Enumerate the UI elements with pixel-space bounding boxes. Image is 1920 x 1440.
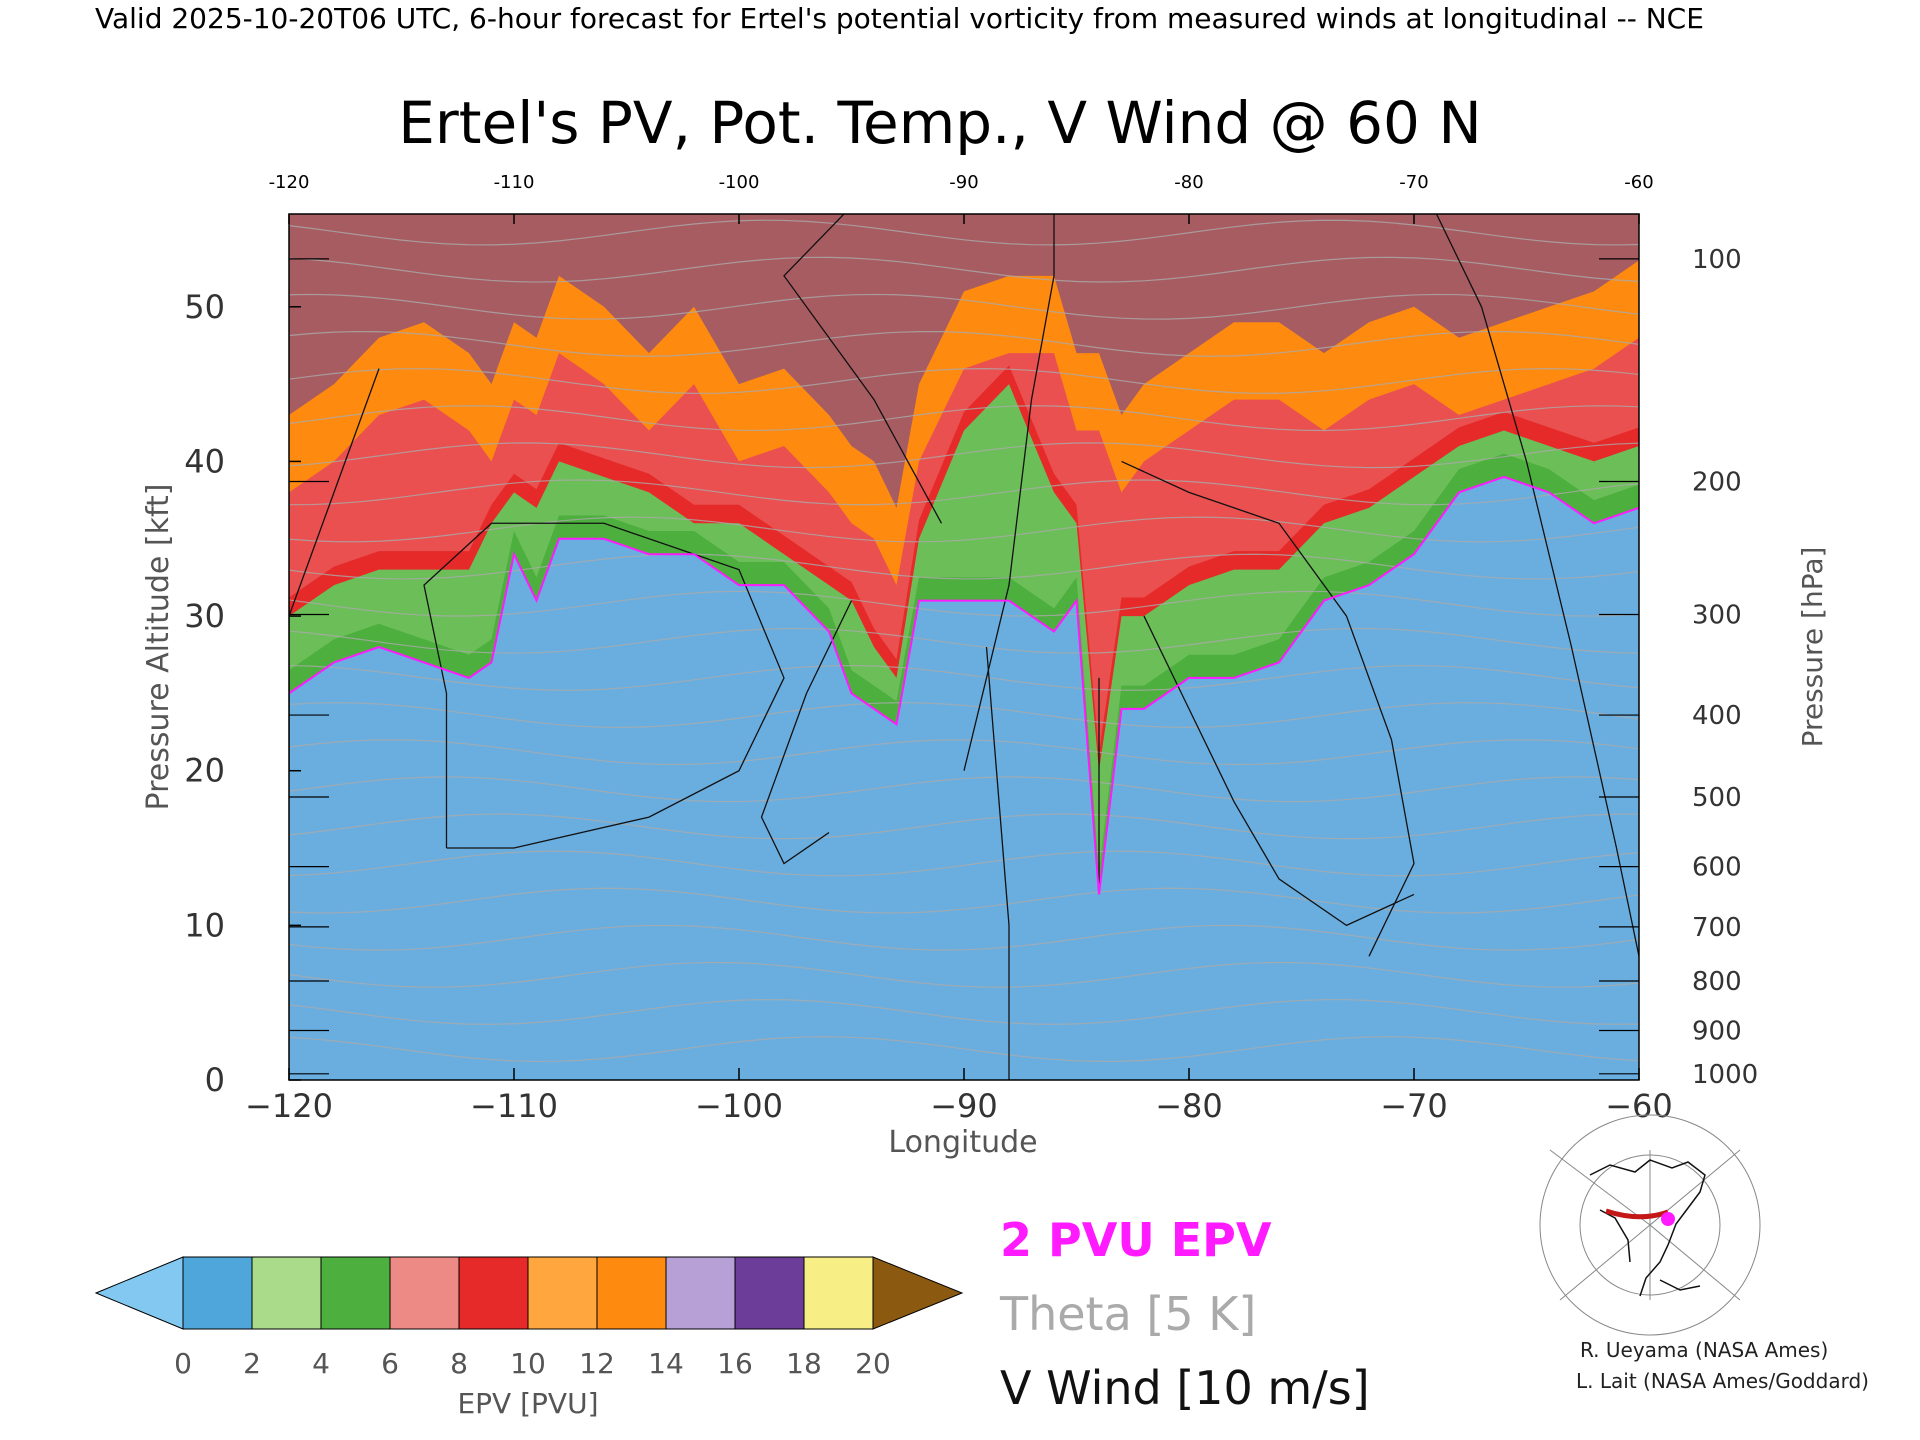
pressure-tick-label: 1000 [1692,1060,1758,1090]
colorbar-tick-label: 20 [855,1347,891,1380]
x-tick-label: −80 [1155,1087,1223,1125]
theta-contour [289,330,1639,357]
colorbar-tick-label: 18 [786,1347,822,1380]
wind-contour [289,368,380,771]
colorbar-tick-label: 2 [243,1347,261,1380]
credit-2: L. Lait (NASA Ames/Goddard) [1576,1369,1869,1393]
legend-theta: Theta [5 K] [999,1287,1256,1341]
pressure-tick-label: 100 [1692,245,1742,275]
pressure-tick-label: 400 [1692,701,1742,731]
theta-contour [289,961,1639,988]
legend: 2 PVU EPV Theta [5 K] V Wind [10 m/s] [999,1213,1370,1415]
top-tick-label: -120 [269,172,310,193]
y-tick-label: 0 [205,1061,225,1099]
theta-contour [289,1036,1639,1063]
x-tick-label: −100 [695,1087,783,1125]
top-tick-label: -70 [1399,172,1428,193]
theta-contour [289,516,1639,543]
y-tick-label: 20 [184,752,225,790]
theta-contour [289,368,1639,394]
theta-contour [289,664,1639,691]
pvu-2-contour [289,475,1639,895]
top-tick-label: -110 [494,172,535,193]
top-tick-label: -60 [1624,172,1653,193]
theta-contour [289,293,1639,320]
legend-wind: V Wind [10 m/s] [1000,1361,1370,1415]
theta-contour [289,924,1639,951]
map-section-line [1605,1208,1669,1220]
colorbar-over-arrow [872,1256,964,1330]
colorbar-tick-label: 12 [579,1347,615,1380]
pressure-tick-label: 900 [1692,1017,1742,1047]
top-tick-label: -90 [949,172,978,193]
epv-fill-purple [289,214,1639,508]
colorbar: 0 2 4 6 8 10 12 14 16 18 20 EPV [PVU] [94,1256,964,1420]
x-tick-label: −60 [1605,1087,1673,1125]
y-axis-label-right: Pressure [hPa] [1796,547,1829,748]
x-tick-label: −110 [470,1087,558,1125]
theta-contour [289,405,1639,432]
colorbar-tick-label: 4 [312,1347,330,1380]
x-tick-label: −90 [930,1087,998,1125]
theta-contour [289,219,1639,246]
colorbar-tick-label: 8 [450,1347,468,1380]
theta-contour [289,553,1639,580]
y-axis-label-left: Pressure Altitude [kft] [141,484,176,811]
credit-1: R. Ueyama (NASA Ames) [1580,1338,1828,1362]
theta-contour [289,479,1639,506]
y-tick-label: 30 [184,597,225,635]
wind-contour [985,646,1010,1080]
theta-contour [289,702,1639,729]
map-marker [1661,1212,1675,1226]
theta-contour [289,739,1639,766]
locator-map [1539,1114,1761,1336]
legend-pvu: 2 PVU EPV [1000,1213,1272,1267]
colorbar-tick-label: 14 [648,1347,684,1380]
wind-contour [963,214,1055,771]
colorbar-tick-label: 6 [381,1347,399,1380]
colorbar-tick-label: 10 [510,1347,546,1380]
theta-contour [289,850,1639,877]
y-tick-label: 40 [184,442,225,480]
wind-contour [1121,460,1415,957]
pressure-tick-label: 600 [1692,853,1742,883]
wind-contour [423,522,785,849]
y-axis-left: 0 10 20 30 40 50 [184,288,301,1099]
y-tick-label: 10 [184,906,225,944]
theta-contour [289,256,1639,283]
valid-header: Valid 2025-10-20T06 UTC, 6-hour forecast… [95,2,1704,35]
colorbar-label: EPV [PVU] [457,1387,598,1420]
theta-contour [289,887,1639,914]
x-tick-label: −120 [245,1087,333,1125]
theta-contour [289,776,1639,803]
y-tick-label: 50 [184,288,225,326]
theta-contour [289,627,1639,654]
theta-contour [289,813,1639,840]
top-tick-label: -80 [1174,172,1203,193]
theta-contour [289,999,1639,1025]
pressure-tick-label: 500 [1692,783,1742,813]
colorbar-under-arrow [94,1256,184,1330]
pressure-tick-label: 200 [1692,468,1742,498]
theta-contour [289,590,1639,617]
x-axis: −120 −110 −100 −90 −80 −70 −60 [245,1068,1673,1125]
wind-contour [783,214,943,524]
colorbar-tick-label: 16 [717,1347,753,1380]
top-axis: -120 -110 -100 -90 -80 -70 -60 [269,172,1654,224]
plot-area [288,213,1640,1081]
wind-contour [1143,615,1415,927]
pressure-tick-label: 800 [1692,967,1742,997]
x-axis-label: Longitude [888,1125,1037,1160]
top-tick-label: -100 [719,172,760,193]
colorbar-tick-label: 0 [174,1347,192,1380]
y-axis-right: 1000 900 800 700 600 500 400 300 200 100 [1692,245,1758,1090]
pressure-tick-label: 300 [1692,601,1742,631]
x-tick-label: −70 [1380,1087,1448,1125]
theta-contour [289,442,1639,469]
chart-title: Ertel's PV, Pot. Temp., V Wind @ 60 N [398,89,1481,157]
wind-contour [760,600,853,865]
pressure-tick-label: 700 [1692,913,1742,943]
